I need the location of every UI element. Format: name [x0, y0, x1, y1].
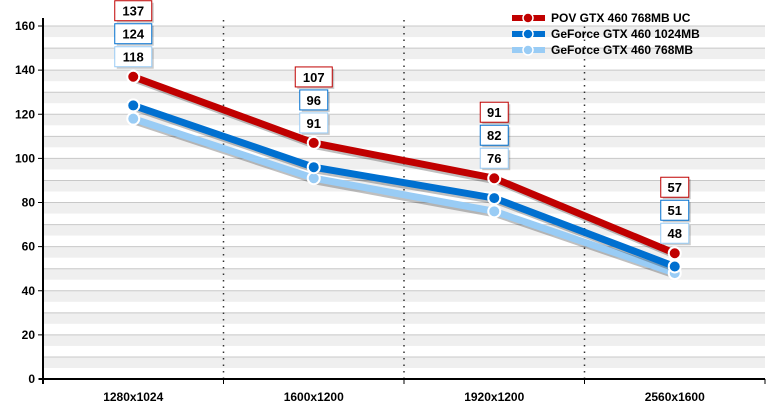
data-label-box: [114, 23, 153, 45]
grid-band: [43, 114, 765, 126]
grid-band: [43, 213, 765, 225]
series-line: [132, 115, 676, 277]
data-label: 76: [487, 151, 501, 166]
x-tick-label: 1600x1200: [284, 390, 344, 404]
grid-band: [43, 279, 765, 291]
grid-band: [43, 312, 765, 324]
data-point: [126, 69, 141, 84]
grid-band: [43, 147, 765, 159]
data-label: 82: [487, 128, 501, 143]
data-label: 124: [122, 27, 144, 42]
grid-band: [43, 92, 765, 104]
legend-label: GeForce GTX 460 1024MB: [551, 27, 700, 41]
data-label-box: [479, 124, 509, 146]
grid-band: [43, 323, 765, 335]
data-label: 48: [668, 226, 682, 241]
y-tick-label: 160: [15, 19, 35, 33]
data-point: [306, 160, 321, 175]
grid-band: [43, 202, 765, 214]
data-label: 118: [123, 50, 144, 65]
grid-band: [43, 26, 765, 38]
legend-label: POV GTX 460 768MB UC: [551, 11, 691, 25]
grid-band: [43, 367, 765, 379]
grid-band: [43, 356, 765, 368]
legend-swatch-marker: [522, 28, 534, 40]
data-point: [667, 246, 682, 261]
data-point: [306, 135, 321, 150]
data-point: [487, 204, 502, 219]
y-tick-label: 60: [22, 240, 36, 254]
grid-band: [43, 257, 765, 269]
legend-label: GeForce GTX 460 768MB: [551, 43, 693, 57]
data-label-box: [299, 112, 329, 134]
y-tick-label: 40: [22, 284, 36, 298]
data-label: 57: [668, 180, 682, 195]
grid-band: [43, 290, 765, 302]
data-label: 137: [122, 4, 144, 19]
grid-band: [43, 136, 765, 148]
data-label-box: [299, 89, 329, 111]
data-label-box: [660, 176, 690, 198]
data-label-box: [479, 147, 509, 169]
grid-band: [43, 81, 765, 93]
data-label-box: [114, 0, 153, 22]
grid-band: [43, 246, 765, 258]
data-point: [487, 171, 502, 186]
x-tick-label: 2560x1600: [645, 390, 705, 404]
data-point: [667, 259, 682, 274]
grid-band: [43, 59, 765, 71]
legend-swatch-marker: [522, 12, 534, 24]
data-label: 91: [487, 105, 501, 120]
data-label-box: [660, 222, 690, 244]
grid-band: [43, 169, 765, 181]
x-tick-label: 1920x1200: [464, 390, 524, 404]
x-tick-label: 1280x1024: [103, 390, 163, 404]
series-line: [132, 73, 677, 257]
grid-band: [43, 70, 765, 82]
grid-band: [43, 37, 765, 49]
data-label: 91: [307, 116, 321, 131]
data-label: 51: [668, 203, 682, 218]
y-tick-label: 80: [22, 196, 36, 210]
series-line: [132, 102, 676, 270]
data-label-box: [479, 101, 509, 123]
grid-band: [43, 345, 765, 357]
data-point: [487, 191, 502, 206]
y-tick-label: 140: [15, 63, 35, 77]
data-label-box: [660, 199, 690, 221]
data-point: [126, 98, 141, 113]
data-label-box: [114, 46, 153, 68]
y-tick-label: 100: [15, 151, 35, 165]
grid-band: [43, 103, 765, 115]
y-tick-label: 20: [22, 328, 36, 342]
y-tick-label: 120: [15, 107, 35, 121]
legend-swatch-marker: [522, 44, 534, 56]
grid-band: [43, 334, 765, 346]
data-label-box: [294, 66, 333, 88]
grid-band: [43, 224, 765, 236]
data-label: 107: [303, 70, 325, 85]
y-tick-label: 0: [28, 372, 35, 386]
data-point: [126, 111, 141, 126]
data-label: 96: [307, 93, 321, 108]
